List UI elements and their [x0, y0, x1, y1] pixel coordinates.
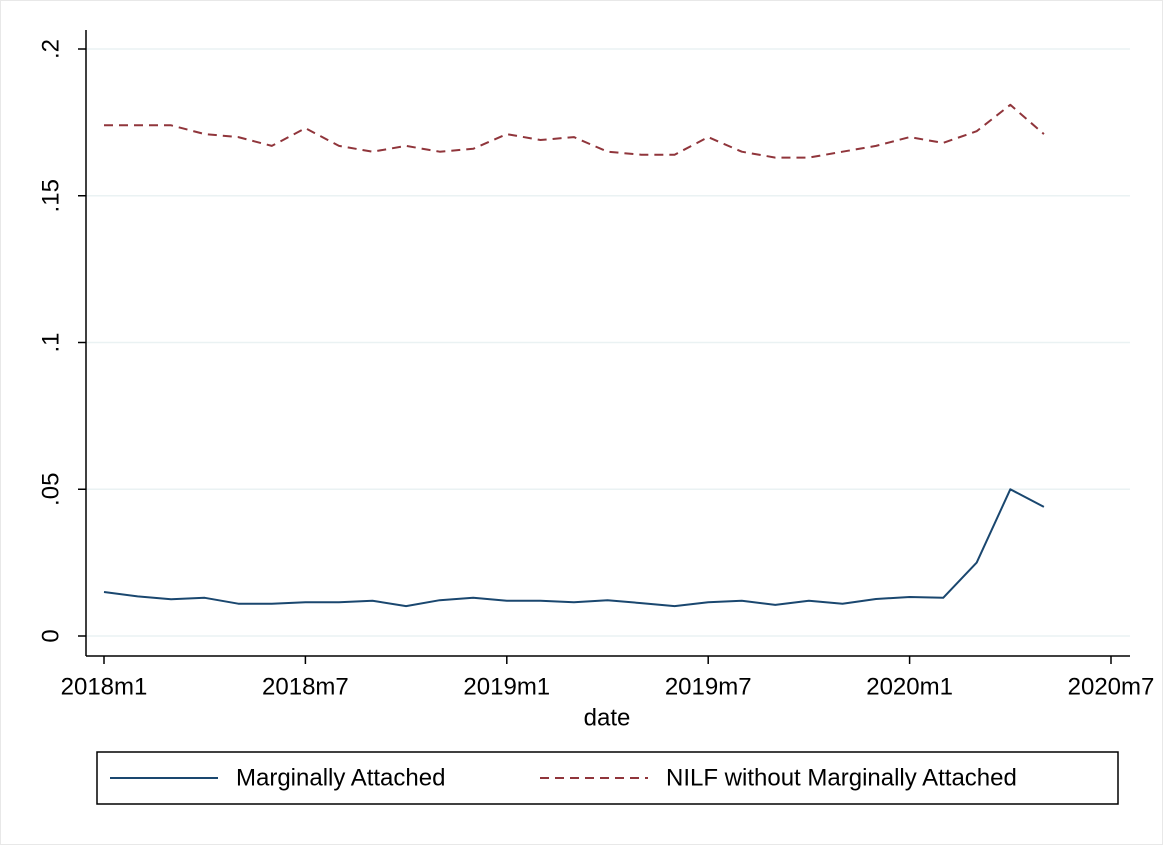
x-tick-label: 2020m1 — [866, 673, 953, 700]
legend-label: Marginally Attached — [236, 764, 445, 791]
x-tick-label: 2019m7 — [665, 673, 752, 700]
x-axis-title: date — [584, 704, 631, 731]
y-tick-label: .2 — [37, 39, 64, 59]
series-line — [104, 103, 1045, 159]
x-tick-label: 2018m1 — [61, 673, 148, 700]
series-line — [103, 488, 1045, 608]
legend-label: NILF without Marginally Attached — [666, 764, 1017, 791]
y-tick-label: .05 — [37, 473, 64, 506]
x-tick-label: 2020m7 — [1068, 673, 1155, 700]
x-tick-label: 2019m1 — [463, 673, 550, 700]
x-tick-label: 2018m7 — [262, 673, 349, 700]
y-tick-label: .15 — [37, 179, 64, 212]
y-tick-label: 0 — [37, 629, 64, 642]
y-tick-label: .1 — [37, 332, 64, 352]
